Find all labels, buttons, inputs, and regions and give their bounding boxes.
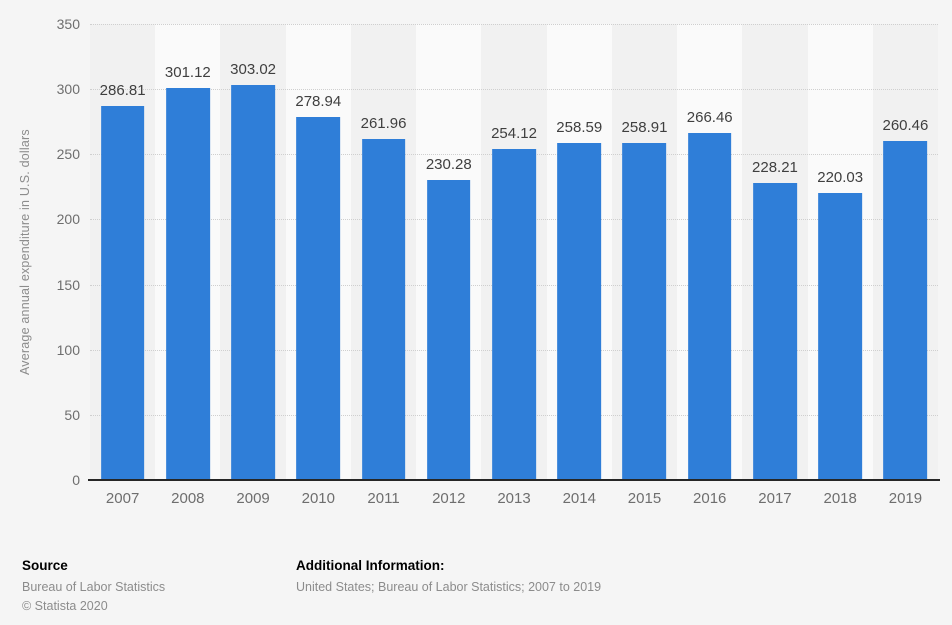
source-heading: Source [22, 558, 68, 573]
bar-column-2007: 286.81 [90, 24, 155, 480]
bar-column-2013: 254.12 [481, 24, 546, 480]
x-tick-label: 2019 [888, 490, 923, 507]
bar-column-2014: 258.59 [547, 24, 612, 480]
x-tick-label: 2014 [562, 490, 596, 507]
source-block: Source Bureau of Labor Statistics © Stat… [22, 558, 165, 616]
y-tick-label: 0 [72, 472, 80, 488]
bar-2016[interactable] [687, 132, 732, 480]
bar-value-label: 220.03 [817, 169, 864, 187]
bar-2018[interactable] [818, 193, 863, 480]
bar-value-label: 260.46 [882, 116, 929, 134]
bar-column-2012: 230.28 [416, 24, 481, 480]
y-tick-label: 300 [56, 81, 80, 98]
plot-area: 286.81 301.12 303.02 278.94 261.96 230.28 254.… [90, 24, 939, 480]
bar-column-2010: 278.94 [286, 24, 351, 480]
additional-info-heading: Additional Information: [296, 558, 445, 573]
x-tick-label: 2018 [823, 490, 857, 507]
x-tick-label: 2015 [627, 490, 662, 507]
bar-2007[interactable] [100, 106, 145, 480]
bar-value-label: 228.21 [752, 158, 798, 176]
bar-column-2015: 258.91 [612, 24, 677, 480]
bar-2015[interactable] [622, 142, 667, 480]
bar-2012[interactable] [426, 179, 471, 480]
x-axis-labels: 2007 2008 2009 2010 2011 2012 2013 2014 2015 2016… [90, 490, 938, 507]
bar-column-2008: 301.12 [155, 24, 220, 480]
bar-value-label: 303.02 [230, 61, 277, 79]
x-tick-label: 2008 [171, 490, 205, 507]
bar-2017[interactable] [753, 182, 797, 480]
bar-value-label: 230.28 [425, 155, 472, 173]
y-tick-label: 250 [56, 146, 80, 163]
bar-column-2011: 261.96 [351, 24, 416, 480]
bar-value-label: 266.46 [686, 108, 733, 126]
bar-value-label: 261.96 [360, 114, 407, 132]
bar-column-2019: 260.46 [873, 24, 938, 480]
y-tick-label: 50 [64, 406, 80, 423]
y-tick-label: 200 [56, 211, 80, 228]
bar-value-label: 286.81 [99, 82, 146, 100]
bar-2019[interactable] [883, 140, 928, 480]
x-axis-line [88, 479, 940, 481]
bar-2009[interactable] [231, 85, 275, 480]
x-tick-label: 2017 [758, 490, 792, 507]
statista-copyright: © Statista 2020 [22, 599, 108, 613]
bar-column-2016: 266.46 [677, 24, 742, 480]
bar-2013[interactable] [492, 148, 536, 480]
bar-column-2009: 303.02 [220, 24, 285, 480]
bar-value-label: 301.12 [164, 63, 211, 81]
bar-value-label: 258.91 [621, 118, 668, 136]
bar-2008[interactable] [165, 87, 210, 480]
x-tick-label: 2010 [301, 490, 335, 507]
bar-2010[interactable] [296, 116, 341, 480]
y-tick-label: 150 [56, 276, 80, 293]
bar-series: 286.81 301.12 303.02 278.94 261.96 230.28 254.… [90, 24, 938, 480]
x-tick-label: 2007 [105, 490, 140, 507]
source-name: Bureau of Labor Statistics [22, 580, 166, 594]
x-tick-label: 2011 [367, 490, 400, 507]
additional-info-text: United States; Bureau of Labor Statistic… [296, 580, 602, 594]
x-tick-label: 2016 [693, 490, 727, 507]
bar-value-label: 254.12 [491, 124, 537, 142]
bar-value-label: 258.59 [556, 119, 603, 137]
x-tick-label: 2009 [236, 490, 270, 507]
bar-2011[interactable] [361, 138, 406, 480]
bar-value-label: 278.94 [295, 92, 342, 110]
additional-info-block: Additional Information: United States; B… [296, 558, 601, 597]
bar-2014[interactable] [557, 143, 602, 480]
y-tick-label: 100 [56, 341, 80, 358]
x-tick-label: 2012 [432, 490, 466, 507]
y-axis-ticks: 0 50 100 150 200 250 300 350 [0, 16, 80, 488]
y-tick-label: 350 [56, 16, 80, 32]
x-tick-label: 2013 [497, 490, 531, 507]
bar-column-2017: 228.21 [742, 24, 807, 480]
bar-column-2018: 220.03 [808, 24, 873, 480]
